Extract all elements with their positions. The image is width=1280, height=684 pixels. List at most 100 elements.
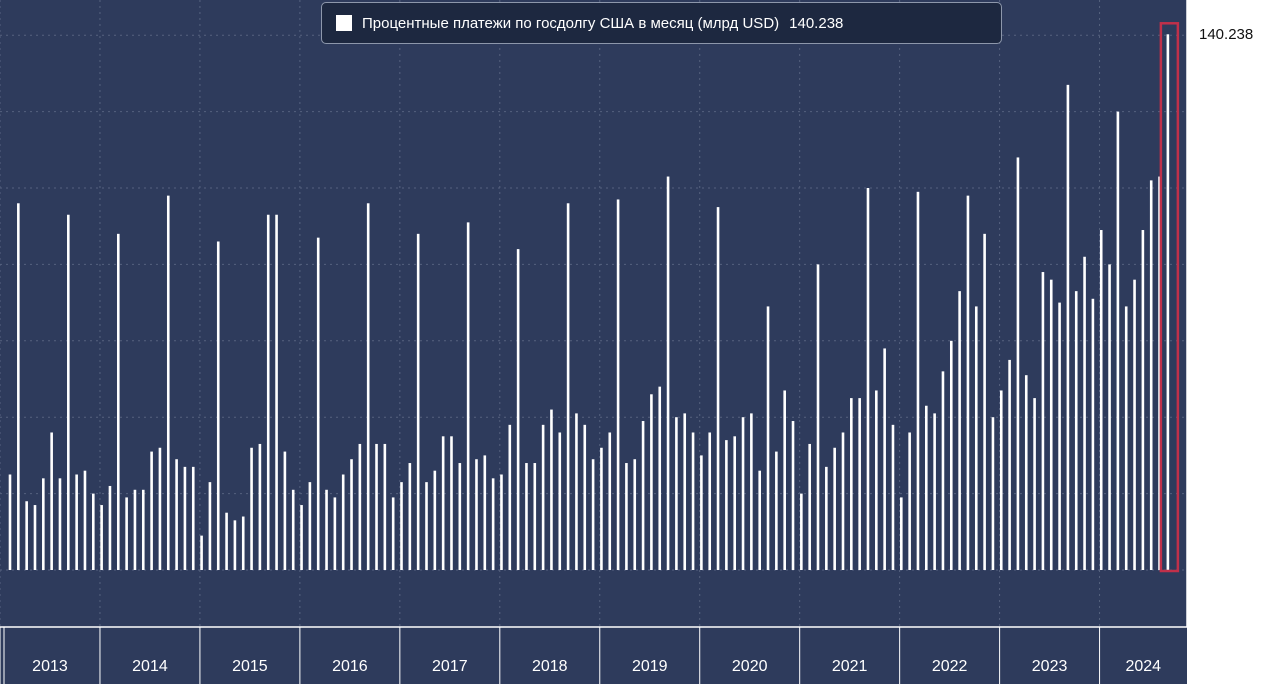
y-tick-label: 20	[1201, 486, 1218, 503]
bar	[433, 470, 437, 570]
bar	[92, 493, 95, 570]
bar	[541, 424, 545, 570]
bar	[1066, 84, 1070, 571]
last-bar-highlight	[1159, 22, 1180, 573]
bar	[949, 340, 953, 570]
bar	[425, 482, 428, 570]
bar	[241, 516, 245, 570]
bar	[1091, 298, 1095, 570]
x-year-label: 2021	[832, 658, 868, 675]
bar	[266, 214, 270, 571]
bar	[191, 466, 195, 570]
bar	[883, 348, 886, 570]
bar	[675, 417, 678, 570]
bar	[916, 191, 920, 570]
bar	[116, 233, 120, 570]
bar	[766, 306, 770, 570]
bar	[183, 466, 187, 570]
bar	[75, 474, 78, 570]
bar	[325, 489, 328, 570]
bar	[83, 470, 87, 570]
bar	[1158, 176, 1161, 571]
bar	[333, 497, 337, 570]
y-tick-label: 120	[1201, 104, 1226, 121]
x-year-label: 2022	[932, 658, 968, 675]
bar	[716, 207, 720, 570]
bar	[750, 413, 753, 570]
bar	[700, 455, 703, 570]
y-tick-label: 80	[1201, 256, 1218, 273]
right-axis-panel	[1187, 0, 1280, 684]
bar	[991, 417, 995, 570]
bar	[625, 463, 628, 570]
bar	[25, 501, 28, 570]
chart-legend: Процентные платежи по госдолгу США в мес…	[321, 2, 1002, 44]
bar	[475, 459, 478, 570]
x-year-label: 2017	[432, 658, 468, 675]
bar	[316, 237, 320, 570]
bar	[150, 451, 153, 570]
bar	[866, 188, 870, 570]
bar	[200, 535, 203, 570]
x-year-label: 2014	[132, 658, 168, 675]
bar	[375, 443, 378, 570]
bar	[983, 233, 986, 570]
y-tick-label: 100	[1201, 180, 1226, 197]
y-tick-label: 40	[1201, 409, 1218, 426]
bar	[1108, 264, 1111, 570]
bar	[558, 432, 562, 570]
bar	[1008, 359, 1011, 570]
bar	[808, 443, 811, 570]
bar	[600, 447, 603, 570]
bar	[233, 520, 237, 570]
x-year-label: 2024	[1125, 658, 1161, 675]
bar	[250, 447, 253, 570]
bar	[891, 424, 895, 570]
x-year-label: 2019	[632, 658, 668, 675]
bar	[366, 203, 370, 570]
bar	[100, 505, 103, 570]
bar	[175, 459, 178, 570]
bar	[8, 474, 12, 570]
bar	[999, 390, 1003, 570]
bar	[408, 463, 412, 570]
y-tick-label: 60	[1201, 333, 1218, 350]
bar	[516, 249, 520, 570]
bar	[816, 264, 820, 570]
bar	[1083, 256, 1086, 570]
y-tick-label: 0	[1201, 562, 1209, 579]
bar	[583, 424, 587, 570]
bar	[616, 199, 620, 570]
x-year-label: 2020	[732, 658, 768, 675]
bar	[500, 474, 503, 570]
bar	[216, 241, 220, 571]
bar	[50, 432, 53, 570]
bar	[666, 176, 670, 571]
bar	[650, 394, 653, 570]
bar	[291, 489, 295, 570]
bar	[1099, 230, 1103, 570]
x-year-label: 2016	[332, 658, 368, 675]
bar	[641, 421, 645, 570]
bar	[1058, 302, 1061, 570]
bar	[525, 463, 528, 570]
bar	[833, 447, 836, 570]
bar	[841, 432, 845, 570]
bar	[974, 306, 978, 570]
bar	[858, 398, 861, 570]
bar	[550, 409, 553, 570]
bar	[608, 432, 612, 570]
bar	[141, 489, 145, 570]
bar	[941, 371, 945, 570]
bar	[341, 474, 345, 570]
bar	[42, 478, 45, 570]
bar	[108, 485, 112, 570]
bar	[33, 505, 37, 570]
bar	[283, 451, 287, 570]
last-value-flag: 140.238	[1195, 22, 1275, 46]
bar	[458, 463, 462, 570]
bar	[208, 482, 212, 570]
bar	[925, 405, 928, 570]
bar	[908, 432, 911, 570]
